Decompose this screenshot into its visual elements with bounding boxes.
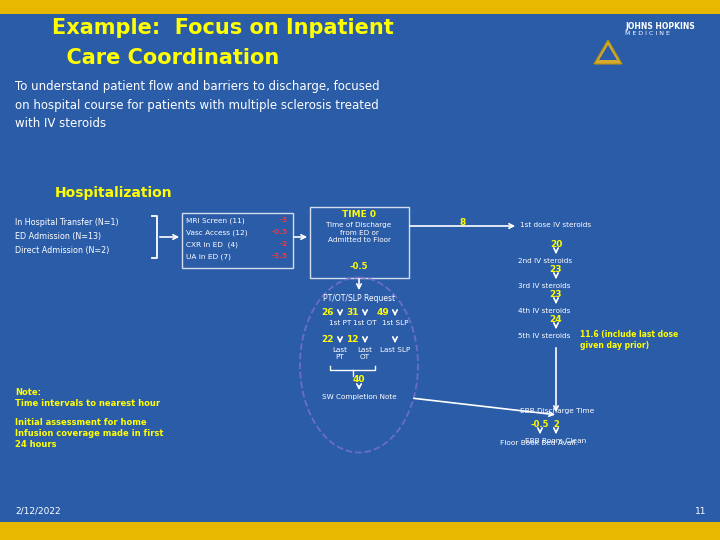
Text: Care Coordination: Care Coordination [52, 48, 279, 68]
Text: Initial assessment for home: Initial assessment for home [15, 418, 147, 427]
Text: -0.5: -0.5 [350, 262, 368, 271]
Text: Last SLP: Last SLP [380, 347, 410, 353]
Polygon shape [599, 45, 617, 60]
Text: Time of Discharge
from ED or
Admitted to Floor: Time of Discharge from ED or Admitted to… [326, 222, 392, 244]
Bar [0, 522, 720, 540]
Text: 3rd IV steroids: 3rd IV steroids [518, 283, 570, 289]
Text: 49: 49 [377, 308, 389, 317]
Text: Floor Book Bed Avail.: Floor Book Bed Avail. [500, 440, 578, 446]
Polygon shape [594, 40, 622, 64]
Text: 12: 12 [346, 335, 359, 344]
Text: 1st SLP: 1st SLP [382, 320, 408, 326]
Text: 24: 24 [549, 315, 562, 324]
Text: PT/OT/SLP Request: PT/OT/SLP Request [323, 294, 395, 303]
Text: UA in ED (7): UA in ED (7) [186, 253, 233, 260]
Text: EBB Room Clean: EBB Room Clean [526, 438, 587, 444]
Text: 1st dose IV steroids: 1st dose IV steroids [520, 222, 591, 228]
Text: 40: 40 [353, 375, 365, 384]
Text: Vasc Access (12): Vasc Access (12) [186, 229, 250, 235]
Text: TIME 0: TIME 0 [342, 210, 376, 219]
Text: -3: -3 [280, 217, 288, 223]
Text: 1st PT: 1st PT [329, 320, 351, 326]
Text: Time intervals to nearest hour: Time intervals to nearest hour [15, 399, 160, 408]
Text: 8: 8 [459, 218, 466, 227]
Text: -3.5: -3.5 [272, 253, 288, 259]
Text: Example:  Focus on Inpatient: Example: Focus on Inpatient [52, 18, 394, 38]
Bar [0, 0, 720, 14]
Text: Last
OT: Last OT [358, 347, 372, 360]
Text: -0.5: -0.5 [272, 229, 288, 235]
Text: 20: 20 [550, 240, 562, 249]
Text: SW Completion Note: SW Completion Note [322, 394, 397, 400]
Text: 2: 2 [553, 420, 559, 429]
Text: 2/12/2022: 2/12/2022 [15, 507, 60, 516]
Text: 26: 26 [322, 308, 334, 317]
Text: M E D I C I N E: M E D I C I N E [625, 31, 670, 36]
Text: 2nd IV steroids: 2nd IV steroids [518, 258, 572, 264]
Text: 23: 23 [550, 290, 562, 299]
Text: MRI Screen (11): MRI Screen (11) [186, 217, 247, 224]
Text: -2: -2 [280, 241, 288, 247]
Text: In Hospital Transfer (N=1): In Hospital Transfer (N=1) [15, 218, 119, 227]
Text: 22: 22 [322, 335, 334, 344]
Text: 11: 11 [695, 507, 706, 516]
Text: 4th IV steroids: 4th IV steroids [518, 308, 570, 314]
Text: 31: 31 [346, 308, 359, 317]
Text: 23: 23 [550, 265, 562, 274]
Text: EBB Discharge Time: EBB Discharge Time [520, 408, 594, 414]
Text: 5th IV steroids: 5th IV steroids [518, 333, 570, 339]
Text: Last
PT: Last PT [333, 347, 348, 360]
Text: JOHNS HOPKINS: JOHNS HOPKINS [625, 22, 695, 31]
Text: Infusion coverage made in first: Infusion coverage made in first [15, 429, 163, 438]
Text: -0.5: -0.5 [531, 420, 549, 429]
Text: 11.6 (include last dose
given day prior): 11.6 (include last dose given day prior) [580, 330, 678, 350]
Text: CXR in ED  (4): CXR in ED (4) [186, 241, 240, 247]
Text: Direct Admission (N=2): Direct Admission (N=2) [15, 246, 109, 255]
Text: 24 hours: 24 hours [15, 440, 56, 449]
Text: ED Admission (N=13): ED Admission (N=13) [15, 232, 101, 241]
Text: To understand patient flow and barriers to discharge, focused
on hospital course: To understand patient flow and barriers … [15, 80, 379, 130]
Text: Hospitalization: Hospitalization [55, 186, 173, 200]
Text: 1st OT: 1st OT [354, 320, 377, 326]
Text: Note:: Note: [15, 388, 41, 397]
